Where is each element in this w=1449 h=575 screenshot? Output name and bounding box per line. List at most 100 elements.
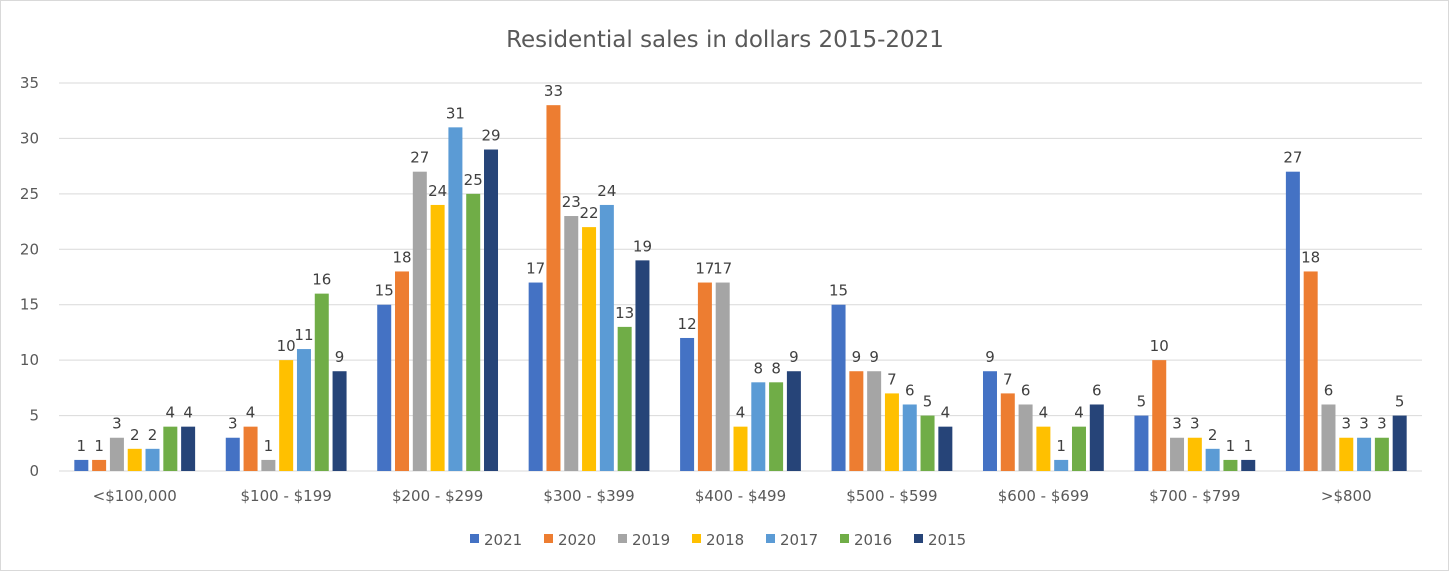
data-label: 6 [1092, 381, 1102, 399]
x-tick-label: $300 - $399 [543, 487, 634, 505]
x-tick-label: >$800 [1321, 487, 1372, 505]
bar-2019 [412, 171, 427, 471]
data-label: 4 [941, 404, 951, 422]
data-label: 18 [1301, 248, 1320, 266]
legend-swatch [618, 534, 627, 543]
data-label: 2 [1208, 426, 1218, 444]
legend-item-2021[interactable]: 2021 [470, 531, 522, 549]
data-label: 10 [277, 337, 296, 355]
data-label: 1 [1056, 437, 1066, 455]
data-label: 24 [597, 182, 616, 200]
legend-label: 2021 [484, 531, 522, 549]
bar-2017 [1054, 459, 1069, 471]
bar-2021 [1134, 415, 1149, 471]
x-tick-label: <$100,000 [93, 487, 177, 505]
x-tick-label: $400 - $499 [695, 487, 786, 505]
x-tick-label: $200 - $299 [392, 487, 483, 505]
data-label: 5 [923, 393, 933, 411]
bar-2016 [617, 326, 632, 471]
legend-item-2018[interactable]: 2018 [692, 531, 744, 549]
bar-2019 [867, 371, 882, 471]
data-label: 4 [736, 404, 746, 422]
bar-2015 [635, 260, 650, 471]
bar-2017 [145, 448, 160, 471]
bar-2018 [430, 204, 445, 471]
x-tick-label: $100 - $199 [241, 487, 332, 505]
data-label: 3 [1172, 415, 1182, 433]
data-label: 6 [1021, 381, 1031, 399]
legend-item-2016[interactable]: 2016 [840, 531, 892, 549]
data-label: 23 [562, 193, 581, 211]
bar-2016 [163, 426, 178, 471]
bar-2015 [1089, 404, 1104, 471]
bar-2017 [902, 404, 917, 471]
data-label: 17 [695, 260, 714, 278]
data-label: 24 [428, 182, 447, 200]
legend: 2021 2020 2019 2018 2017 2016 2015 [470, 531, 966, 549]
data-label: 1 [77, 437, 87, 455]
bar-2015 [332, 371, 347, 471]
data-label: 3 [1190, 415, 1200, 433]
y-tick-label: 20 [20, 240, 39, 258]
bar-2017 [296, 349, 311, 471]
data-label: 4 [1074, 404, 1084, 422]
bar-2018 [127, 448, 142, 471]
data-label: 12 [678, 315, 697, 333]
y-tick-label: 35 [20, 74, 39, 92]
chart-title: Residential sales in dollars 2015-2021 [506, 27, 944, 53]
bar-2016 [1071, 426, 1086, 471]
bar-2021 [1285, 171, 1300, 471]
y-tick-label: 10 [20, 351, 39, 369]
bar-2015 [1241, 459, 1256, 471]
data-label: 15 [375, 282, 394, 300]
data-label: 5 [1137, 393, 1147, 411]
data-label: 27 [410, 149, 429, 167]
bar-2017 [751, 382, 766, 471]
data-label: 2 [148, 426, 158, 444]
legend-swatch [766, 534, 775, 543]
data-label: 9 [985, 348, 995, 366]
data-label: 25 [464, 171, 483, 189]
data-label: 27 [1283, 149, 1302, 167]
bars [74, 105, 1407, 472]
bar-2018 [1187, 437, 1202, 471]
legend-swatch [470, 534, 479, 543]
data-label: 4 [166, 404, 176, 422]
bar-2015 [181, 426, 196, 471]
legend-label: 2017 [780, 531, 818, 549]
data-label: 5 [1395, 393, 1405, 411]
legend-item-2017[interactable]: 2017 [766, 531, 818, 549]
data-label: 29 [481, 127, 500, 145]
data-label: 3 [1377, 415, 1387, 433]
bar-2019 [261, 459, 276, 471]
bar-2018 [733, 426, 748, 471]
y-tick-label: 0 [29, 462, 39, 480]
bar-2018 [884, 393, 899, 471]
bar-2019 [109, 437, 124, 471]
bar-2017 [448, 127, 463, 471]
bar-2015 [938, 426, 953, 471]
legend-item-2015[interactable]: 2015 [914, 531, 966, 549]
legend-swatch [544, 534, 553, 543]
data-label: 3 [1342, 415, 1352, 433]
bar-2017 [1205, 448, 1220, 471]
data-label: 15 [829, 282, 848, 300]
bar-2018 [582, 227, 597, 471]
legend-item-2020[interactable]: 2020 [544, 531, 596, 549]
bar-2015 [786, 371, 801, 471]
data-labels: 1 132 24 4341101116915182724312529173323222… [77, 82, 1405, 455]
data-label: 1 [1243, 437, 1253, 455]
data-label: 9 [789, 348, 799, 366]
legend-label: 2018 [706, 531, 744, 549]
data-label: 9 [852, 348, 862, 366]
bar-2020 [395, 271, 410, 471]
legend-label: 2019 [632, 531, 670, 549]
legend-label: 2015 [928, 531, 966, 549]
data-label: 31 [446, 104, 465, 122]
bar-2018 [279, 360, 294, 471]
bar-2015 [484, 149, 499, 471]
data-label: 8 [754, 359, 764, 377]
bar-2015 [1392, 415, 1407, 471]
legend-item-2019[interactable]: 2019 [618, 531, 670, 549]
